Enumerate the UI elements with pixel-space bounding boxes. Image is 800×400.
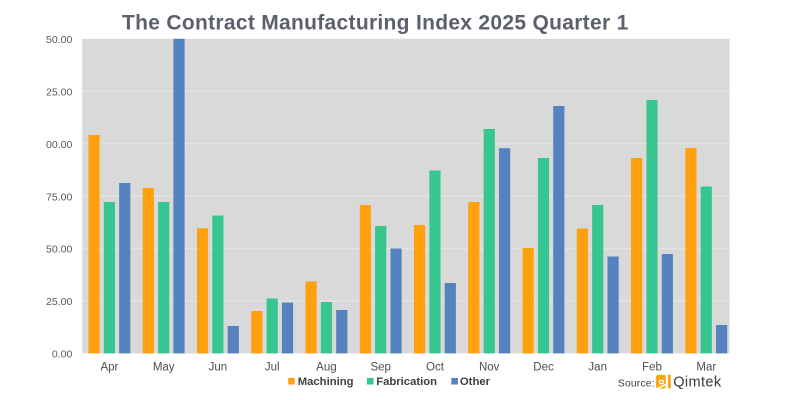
svg-text:Oct: Oct (426, 361, 445, 373)
svg-text:Sep: Sep (370, 361, 390, 373)
svg-text:Jan: Jan (588, 361, 607, 373)
svg-text:Source:: Source: (618, 379, 655, 390)
svg-text:0.00: 0.00 (52, 349, 73, 361)
svg-text:25.00: 25.00 (46, 86, 72, 98)
svg-text:Machining: Machining (298, 376, 354, 388)
svg-text:Feb: Feb (642, 361, 662, 373)
svg-text:Mar: Mar (696, 361, 716, 373)
svg-text:50.00: 50.00 (46, 34, 72, 46)
svg-text:00.00: 00.00 (46, 139, 72, 151)
svg-text:Jul: Jul (265, 361, 280, 373)
svg-text:75.00: 75.00 (46, 191, 72, 203)
svg-text:Jun: Jun (209, 361, 228, 373)
svg-text:Qimtek: Qimtek (673, 374, 722, 390)
svg-text:50.00: 50.00 (46, 244, 72, 256)
svg-text:Nov: Nov (479, 361, 500, 373)
svg-text:Dec: Dec (533, 361, 554, 373)
svg-text:Other: Other (460, 376, 491, 388)
svg-text:The Contract Manufacturing Ind: The Contract Manufacturing Index 2025 Qu… (122, 11, 629, 34)
svg-text:Aug: Aug (316, 361, 336, 373)
svg-text:25.00: 25.00 (46, 296, 72, 308)
svg-text:Fabrication: Fabrication (376, 376, 437, 388)
svg-text:May: May (153, 361, 175, 373)
svg-text:Apr: Apr (100, 361, 118, 373)
